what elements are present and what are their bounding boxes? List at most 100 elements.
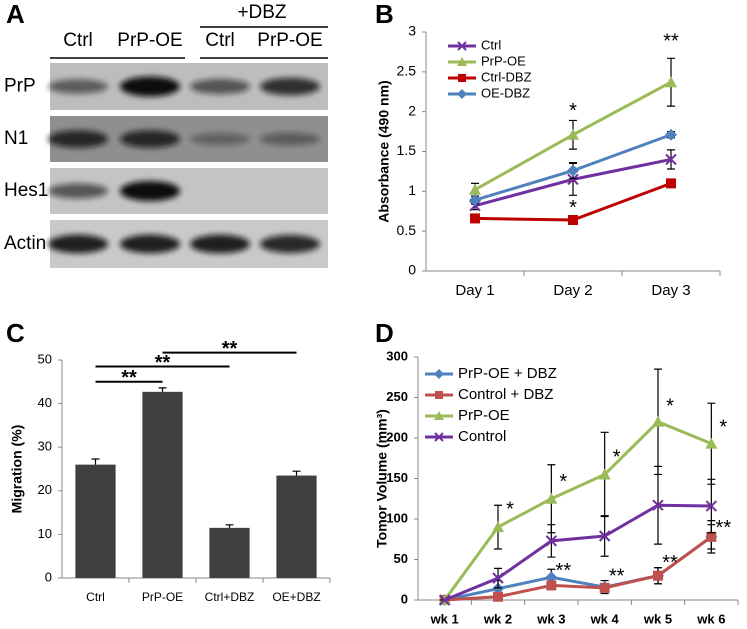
x-tick-label: wk 3 <box>536 611 565 626</box>
band <box>120 234 180 254</box>
y-tick-label: 10 <box>38 526 52 541</box>
error-bar <box>91 458 100 465</box>
y-tick-label: 50 <box>38 351 52 366</box>
lane-label: PrP-OE <box>117 30 182 51</box>
marker <box>705 500 718 512</box>
annotation: * <box>666 396 674 418</box>
x-tick-label: Ctrl <box>86 590 105 604</box>
marker <box>492 521 504 533</box>
annotation: * <box>506 498 514 520</box>
y-tick-label: 150 <box>386 470 408 485</box>
annotation: * <box>569 197 577 219</box>
annotation: ** <box>609 566 625 588</box>
marker <box>470 213 480 224</box>
significance-label: ** <box>222 338 238 360</box>
marker <box>545 571 558 584</box>
marker <box>434 411 444 420</box>
row-label: Hes1 <box>4 180 48 201</box>
x-tick-label: wk 5 <box>643 611 672 626</box>
marker <box>457 41 467 51</box>
marker <box>598 468 611 480</box>
x-tick-label: PrP-OE <box>142 590 183 604</box>
legend-label: PrP-OE <box>458 407 510 424</box>
marker <box>457 89 467 99</box>
band <box>120 181 180 201</box>
marker <box>434 432 444 442</box>
row-label: Actin <box>4 233 46 254</box>
y-tick-label: 3 <box>408 23 416 39</box>
x-tick-label: wk 4 <box>590 611 620 626</box>
marker <box>598 530 611 542</box>
error-bar <box>158 387 167 392</box>
marker <box>665 153 677 166</box>
row-label: N1 <box>4 128 28 149</box>
y-tick-label: 0 <box>45 569 52 584</box>
band <box>190 78 250 95</box>
annotation: * <box>569 100 577 122</box>
treatment-label: +DBZ <box>237 2 286 23</box>
marker <box>567 164 579 177</box>
panel-label: B <box>375 0 394 29</box>
marker <box>545 535 558 547</box>
marker <box>666 178 676 189</box>
legend-label: PrP-OE + DBZ <box>458 365 557 382</box>
legend-label: OE-DBZ <box>481 85 530 100</box>
y-axis-label: Migration (%) <box>9 425 25 514</box>
significance-label: ** <box>121 367 137 389</box>
annotation: * <box>613 447 621 469</box>
marker <box>567 128 579 140</box>
lane-label: PrP-OE <box>257 30 322 51</box>
y-tick-label: 200 <box>386 429 408 444</box>
x-tick-label: Ctrl+DBZ <box>205 590 255 604</box>
marker <box>492 572 504 584</box>
panel-label: C <box>6 318 25 348</box>
series-line <box>444 535 713 602</box>
x-tick-label: wk 2 <box>483 611 512 626</box>
marker <box>665 128 677 141</box>
y-tick-label: 50 <box>394 551 408 566</box>
band <box>190 132 250 146</box>
band <box>48 79 108 94</box>
y-tick-label: 0.5 <box>397 222 417 238</box>
lane-label: Ctrl <box>205 30 235 51</box>
marker <box>469 183 481 195</box>
y-tick-label: 250 <box>386 389 408 404</box>
annotation: ** <box>556 560 572 582</box>
series-line <box>443 420 712 601</box>
y-tick-label: 0 <box>401 591 408 606</box>
marker <box>435 391 443 399</box>
legend-label: PrP-OE <box>481 53 526 68</box>
band <box>48 234 108 254</box>
marker <box>438 594 451 606</box>
marker <box>652 499 664 511</box>
bar <box>75 464 116 578</box>
annotation: * <box>719 417 727 439</box>
lane-label: Ctrl <box>63 30 93 51</box>
y-tick-label: 1 <box>408 182 416 198</box>
band <box>260 234 320 254</box>
x-tick-label: Day 3 <box>651 282 690 299</box>
marker <box>492 582 504 595</box>
marker <box>665 76 677 88</box>
y-axis-label: Absorbance (490 nm) <box>376 80 392 222</box>
band <box>190 234 250 254</box>
series-line <box>444 503 712 602</box>
bar <box>209 527 250 578</box>
marker <box>653 570 663 581</box>
marker <box>705 437 718 449</box>
significance-label: ** <box>155 352 171 374</box>
panel-label: D <box>375 318 394 348</box>
band <box>48 183 108 199</box>
annotation: ** <box>663 31 679 53</box>
y-tick-label: 300 <box>386 348 408 363</box>
marker <box>546 580 557 591</box>
x-tick-label: Day 2 <box>553 282 592 299</box>
error-bar <box>225 524 234 528</box>
y-tick-label: 20 <box>38 482 52 497</box>
error-bar <box>292 470 301 476</box>
bar <box>276 475 317 578</box>
y-tick-label: 1.5 <box>397 142 417 158</box>
row-label: PrP <box>4 76 36 97</box>
panel-label: A <box>6 0 25 29</box>
marker <box>434 369 444 379</box>
